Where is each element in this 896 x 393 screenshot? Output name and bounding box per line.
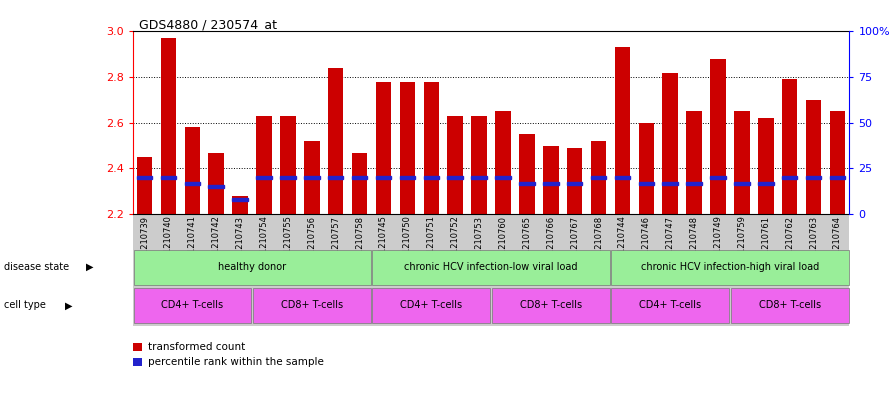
Bar (590, 176, 607, 179)
Bar (758, 182, 773, 185)
Bar (328, 176, 343, 179)
Bar (686, 111, 702, 214)
Text: CD4+ T-cells: CD4+ T-cells (401, 300, 462, 310)
Bar (232, 198, 248, 201)
Text: CD4+ T-cells: CD4+ T-cells (639, 300, 702, 310)
Bar (185, 127, 200, 214)
Bar (519, 182, 535, 185)
Text: chronic HCV infection-low viral load: chronic HCV infection-low viral load (404, 262, 578, 272)
Text: healthy donor: healthy donor (218, 262, 286, 272)
Bar (447, 116, 463, 214)
Text: CD8+ T-cells: CD8+ T-cells (759, 300, 821, 310)
Text: CD8+ T-cells: CD8+ T-cells (520, 300, 582, 310)
Bar (686, 182, 702, 185)
Text: percentile rank within the sample: percentile rank within the sample (148, 357, 323, 367)
Bar (806, 176, 822, 179)
Text: disease state: disease state (4, 262, 70, 272)
Bar (352, 176, 367, 179)
Bar (543, 146, 558, 214)
Bar (375, 176, 392, 179)
Bar (662, 182, 678, 185)
Bar (662, 73, 678, 214)
Text: transformed count: transformed count (148, 342, 246, 352)
Bar (137, 157, 152, 214)
Bar (185, 182, 200, 185)
Bar (304, 141, 320, 214)
Bar (424, 82, 439, 214)
Bar (280, 116, 296, 214)
Bar (615, 48, 630, 214)
Bar (830, 111, 845, 214)
Bar (639, 123, 654, 214)
Bar (400, 176, 415, 179)
Bar (471, 116, 487, 214)
Bar (352, 152, 367, 214)
Bar (734, 111, 750, 214)
Bar (447, 176, 463, 179)
Bar (328, 68, 343, 214)
Bar (758, 118, 773, 214)
Bar (495, 176, 511, 179)
Bar (160, 38, 177, 214)
Bar (256, 116, 271, 214)
Bar (471, 176, 487, 179)
Bar (590, 141, 607, 214)
Bar (209, 185, 224, 188)
Bar (495, 111, 511, 214)
Text: GDS4880 / 230574_at: GDS4880 / 230574_at (139, 18, 277, 31)
Bar (711, 59, 726, 214)
Bar (256, 176, 271, 179)
Bar (209, 152, 224, 214)
Bar (375, 82, 392, 214)
Bar (806, 100, 822, 214)
Bar (280, 176, 296, 179)
Text: chronic HCV infection-high viral load: chronic HCV infection-high viral load (641, 262, 819, 272)
Bar (615, 176, 630, 179)
Bar (232, 196, 248, 214)
Bar (543, 182, 558, 185)
Bar (519, 134, 535, 214)
Bar (567, 148, 582, 214)
Text: cell type: cell type (4, 300, 47, 310)
Bar (830, 176, 845, 179)
Bar (711, 176, 726, 179)
Bar (160, 176, 177, 179)
Bar (782, 176, 797, 179)
Bar (734, 182, 750, 185)
Bar (137, 176, 152, 179)
Bar (639, 182, 654, 185)
Bar (782, 79, 797, 214)
Bar (567, 182, 582, 185)
Text: ▶: ▶ (65, 300, 72, 310)
Text: ▶: ▶ (86, 262, 93, 272)
Bar (424, 176, 439, 179)
Bar (304, 176, 320, 179)
Text: CD4+ T-cells: CD4+ T-cells (161, 300, 223, 310)
Bar (400, 82, 415, 214)
Text: CD8+ T-cells: CD8+ T-cells (280, 300, 343, 310)
